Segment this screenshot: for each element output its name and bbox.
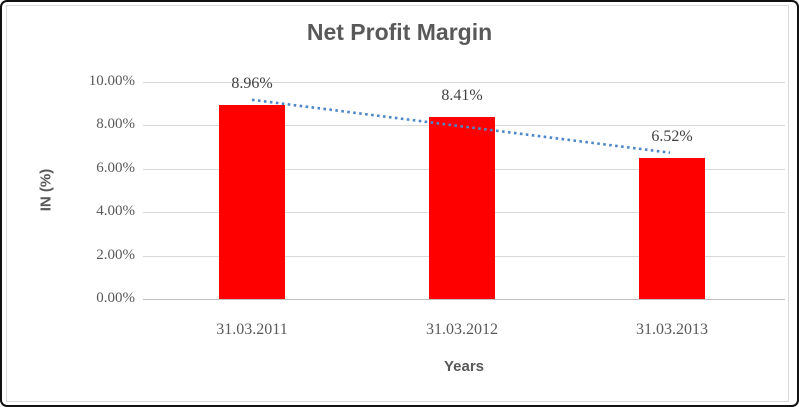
y-tick-label: 8.00% <box>96 116 135 132</box>
bar-data-label: 8.96% <box>231 75 273 92</box>
bar-data-label: 8.41% <box>441 87 483 104</box>
x-tick-label: 31.03.2013 <box>636 321 708 338</box>
y-tick-label: 6.00% <box>96 160 135 176</box>
y-tick-label: 10.00% <box>88 73 135 89</box>
gridline <box>143 82 785 83</box>
bar <box>219 105 285 299</box>
bar-data-label: 6.52% <box>651 128 693 145</box>
x-axis-title: Years <box>443 358 485 375</box>
chart-title: Net Profit Margin <box>306 19 493 45</box>
x-tick-label: 31.03.2011 <box>216 321 288 338</box>
x-axis-line <box>143 299 785 300</box>
y-axis-title: IN (%) <box>37 168 55 212</box>
y-tick-label: 4.00% <box>96 203 135 219</box>
y-tick-label: 0.00% <box>96 290 135 306</box>
bar <box>639 158 705 299</box>
y-tick-label: 2.00% <box>96 247 135 263</box>
x-tick-label: 31.03.2012 <box>426 321 498 338</box>
bar <box>429 117 495 299</box>
